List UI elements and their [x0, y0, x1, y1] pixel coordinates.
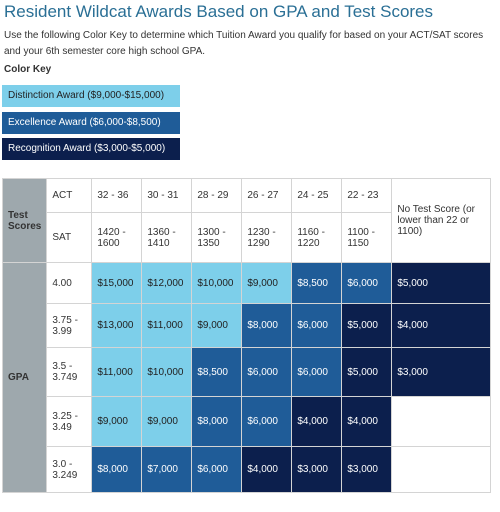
award-cell: $8,500 [191, 347, 243, 397]
award-cell: $15,000 [91, 262, 143, 304]
award-cell: $6,000 [241, 396, 293, 447]
sat-range: 1160 - 1220 [291, 212, 343, 263]
award-cell: $7,000 [141, 446, 193, 493]
award-cell: $13,000 [91, 303, 143, 348]
header-row: Test Scores ACT 32 - 36 30 - 31 28 - 29 26 - … [1, 178, 492, 263]
act-range: 30 - 31 [141, 178, 193, 213]
sat-range: 1360 - 1410 [141, 212, 193, 263]
award-cell: $5,000 [341, 303, 393, 348]
award-cell: $9,000 [191, 303, 243, 348]
gpa-range: 3.25 - 3.49 [46, 396, 93, 447]
award-cell: $3,000 [341, 446, 393, 493]
act-range: 28 - 29 [191, 178, 243, 213]
gpa-row: GPA 4.00 $15,000 $12,000 $10,000 $9,000 $8,500… [1, 262, 492, 493]
award-cell: $6,000 [341, 262, 393, 304]
award-cell: $12,000 [141, 262, 193, 304]
header-row: SAT 1420 - 1600 1360 - 1410 1300 - 1350 1230… [3, 212, 491, 263]
key-item: Recognition Award ($3,000-$5,000) [2, 138, 180, 160]
sat-label: SAT [46, 212, 93, 263]
award-cell [391, 396, 492, 447]
title: Resident Wildcat Awards Based on GPA and… [4, 2, 434, 21]
award-cell: $3,000 [391, 347, 492, 397]
award-cell: $10,000 [191, 262, 243, 304]
sat-range: 1100 - 1150 [341, 212, 393, 263]
award-cell: $4,000 [391, 303, 492, 348]
award-cell: $10,000 [141, 347, 193, 397]
act-range: 32 - 36 [91, 178, 143, 213]
award-cell: $6,000 [291, 347, 343, 397]
award-cell: $6,000 [291, 303, 343, 348]
act-range: 24 - 25 [291, 178, 343, 213]
gpa-range: 3.5 - 3.749 [46, 347, 93, 397]
no-score-label: No Test Score (or lower than 22 or 1100) [391, 178, 492, 263]
award-cell: $4,000 [341, 396, 393, 447]
award-cell: $6,000 [241, 347, 293, 397]
key-item: Distinction Award ($9,000-$15,000) [2, 85, 180, 107]
award-cell: $8,000 [91, 446, 143, 493]
award-cell: $8,000 [191, 396, 243, 447]
intro: Use the following Color Key to determine… [4, 30, 484, 57]
award-cell: $3,000 [291, 446, 343, 493]
test-scores-label: Test Scores [1, 178, 48, 263]
award-cell: $8,000 [241, 303, 293, 348]
award-cell: $5,000 [391, 262, 492, 304]
award-cell: $6,000 [191, 446, 243, 493]
award-cell: $4,000 [291, 396, 343, 447]
award-cell: $4,000 [241, 446, 293, 493]
sat-range: 1420 - 1600 [91, 212, 143, 263]
gpa-label: GPA [1, 262, 48, 493]
key-title: Color Key [4, 64, 52, 75]
gpa-range: 4.00 [46, 262, 93, 304]
award-cell: $8,500 [291, 262, 343, 304]
award-cell: $9,000 [91, 396, 143, 447]
gpa-row: 3.5 - 3.749 $11,000 $10,000 $8,500 $6,000 $6,… [3, 347, 492, 397]
gpa-row: 3.0 - 3.249 $8,000 $7,000 $6,000 $4,000 $3,00… [3, 446, 492, 493]
gpa-range: 3.0 - 3.249 [46, 446, 93, 493]
act-range: 22 - 23 [341, 178, 393, 213]
award-table: Test Scores ACT 32 - 36 30 - 31 28 - 29 26 - … [1, 178, 492, 493]
sat-range: 1230 - 1290 [241, 212, 293, 263]
award-cell [391, 446, 492, 493]
sat-range: 1300 - 1350 [191, 212, 243, 263]
gpa-range: 3.75 - 3.99 [46, 303, 93, 348]
act-label: ACT [46, 178, 93, 213]
award-cell: $9,000 [141, 396, 193, 447]
gpa-row: 3.25 - 3.49 $9,000 $9,000 $8,000 $6,000 $4,00… [3, 396, 492, 447]
award-cell: $9,000 [241, 262, 293, 304]
award-cell: $11,000 [141, 303, 193, 348]
act-range: 26 - 27 [241, 178, 293, 213]
award-cell: $5,000 [341, 347, 393, 397]
award-cell: $11,000 [91, 347, 143, 397]
gpa-row: 3.75 - 3.99 $13,000 $11,000 $9,000 $8,000 $6,… [3, 303, 492, 348]
key-item: Excellence Award ($6,000-$8,500) [2, 111, 180, 134]
